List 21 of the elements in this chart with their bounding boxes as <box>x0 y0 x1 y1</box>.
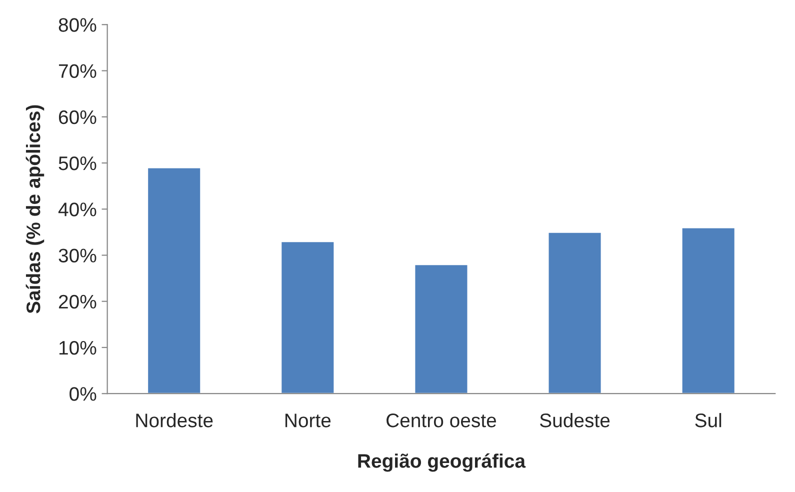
bar <box>680 226 736 394</box>
y-tick-label: 50% <box>58 156 96 170</box>
y-tick-label: 40% <box>58 202 96 216</box>
y-tick-label: 80% <box>58 18 96 32</box>
y-tick-label: 30% <box>58 248 96 262</box>
x-tick-label: Centro oeste <box>386 414 496 428</box>
y-tick-label: 20% <box>58 294 96 309</box>
y-tick-label: 60% <box>58 110 96 124</box>
x-axis-title: Região geográfica <box>358 453 526 472</box>
bar <box>414 264 469 394</box>
x-tick-label: Nordeste <box>136 413 213 428</box>
bar <box>146 166 202 394</box>
y-axis-title: Saídas (% de apólices) <box>26 105 44 314</box>
bar <box>280 240 336 394</box>
x-tick-label: Sudeste <box>540 413 610 428</box>
x-tick-label: Sul <box>695 413 722 428</box>
y-tick-label: 10% <box>59 340 96 355</box>
y-tick-label: 70% <box>58 64 96 78</box>
y-tick-label: 0% <box>70 387 96 401</box>
bar <box>547 231 602 394</box>
x-tick-label: Norte <box>285 414 331 428</box>
